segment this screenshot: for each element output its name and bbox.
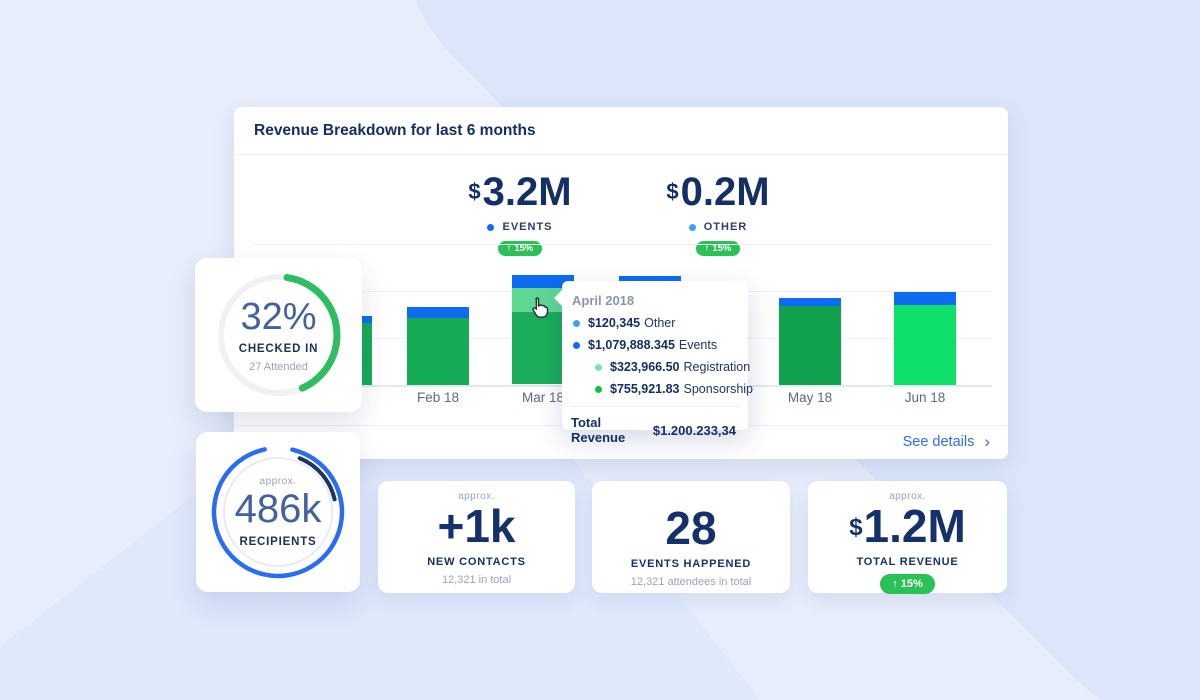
hand-cursor-icon — [532, 297, 549, 318]
tooltip-arrow-icon — [554, 289, 563, 307]
bar-segment-events — [894, 305, 956, 385]
chart-bar-feb-18[interactable] — [407, 307, 469, 385]
chart-tooltip: April 2018 $120,345 Other $1,079,888.345 E… — [554, 281, 753, 445]
card-header: Revenue Breakdown for last 6 months — [234, 107, 1008, 155]
bar-segment-other — [407, 307, 469, 318]
events-dot-icon — [573, 341, 580, 349]
recipients-ring — [211, 445, 345, 579]
checked-in-sub: 27 Attended — [249, 360, 308, 373]
bar-segment-events — [407, 318, 469, 385]
see-details-link[interactable]: See details › — [902, 432, 990, 451]
chart-bar-may-18[interactable] — [779, 298, 841, 385]
checked-in-label: CHECKED IN — [238, 342, 319, 355]
other-growth-badge: ↑ 15% — [695, 241, 741, 256]
checked-in-card: 32% CHECKED IN 27 Attended — [195, 258, 362, 412]
bar-segment-events — [779, 306, 841, 385]
other-stat: $0.2M OTHER ↑ 15% — [618, 172, 818, 256]
other-stat-value: $0.2M — [666, 170, 770, 214]
total-revenue-card: approx. $1.2M TOTAL REVENUE ↑ 15% — [808, 481, 1007, 595]
recipients-approx: approx. — [259, 476, 297, 487]
checked-in-value: 32% — [240, 295, 317, 338]
recipients-card: approx. 486k RECIPIENTS — [196, 432, 360, 592]
sponsorship-dot-icon — [595, 385, 602, 393]
total-revenue-approx: approx. — [889, 491, 926, 502]
new-contacts-approx: approx. — [458, 491, 495, 502]
events-growth-badge: ↑ 15% — [497, 241, 543, 256]
recipients-value: 486k — [234, 487, 322, 531]
bar-segment-other — [779, 298, 841, 306]
events-happened-sub: 12,321 attendees in total — [630, 576, 752, 589]
new-contacts-sub: 12,321 in total — [441, 574, 512, 587]
tooltip-total-row: Total Revenue $1.200.233,34 — [571, 415, 736, 445]
events-happened-card: 28 EVENTS HAPPENED 12,321 attendees in t… — [592, 481, 790, 593]
tooltip-row-events: $1,079,888.345 Events — [571, 338, 736, 352]
new-contacts-value: +1k — [437, 500, 516, 552]
other-stat-label: OTHER — [703, 221, 748, 233]
registration-dot-icon — [595, 363, 602, 371]
tooltip-total-label: Total Revenue — [571, 415, 626, 445]
other-dot-icon — [573, 319, 580, 327]
arrow-up-icon: ↑ — [704, 243, 710, 254]
new-contacts-label: NEW CONTACTS — [427, 556, 526, 569]
bar-segment-other — [894, 292, 956, 305]
bar-segment-other — [512, 275, 574, 288]
total-revenue-growth-badge: ↑ 15% — [880, 574, 935, 595]
arrow-up-icon: ↑ — [892, 578, 898, 591]
events-stat: $3.2M EVENTS ↑ 15% — [420, 172, 620, 256]
tooltip-row-other: $120,345 Other — [571, 316, 736, 330]
total-revenue-label: TOTAL REVENUE — [856, 556, 959, 569]
chevron-right-icon: › — [984, 432, 990, 451]
other-dot-icon — [688, 223, 696, 231]
tooltip-row-sponsorship: $755,921.83 Sponsorship — [593, 382, 753, 396]
tooltip-divider — [571, 406, 740, 407]
tooltip-row-registration: $323,966.50 Registration — [593, 360, 750, 374]
new-contacts-card: approx. +1k NEW CONTACTS 12,321 in total — [378, 481, 575, 593]
checked-in-progress-ring — [217, 273, 340, 397]
arrow-up-icon: ↑ — [506, 243, 512, 254]
events-happened-value: 28 — [665, 502, 717, 554]
tooltip-title: April 2018 — [572, 293, 635, 308]
recipients-label: RECIPIENTS — [239, 536, 317, 548]
total-revenue-value: $1.2M — [849, 500, 966, 552]
events-happened-label: EVENTS HAPPENED — [630, 558, 752, 571]
card-title: Revenue Breakdown for last 6 months — [254, 122, 536, 139]
chart-bar-jun-18[interactable] — [894, 292, 956, 385]
events-stat-label: EVENTS — [502, 221, 553, 233]
tooltip-total-value: $1.200.233,34 — [652, 422, 736, 438]
events-dot-icon — [487, 223, 495, 231]
events-stat-value: $3.2M — [468, 170, 572, 214]
